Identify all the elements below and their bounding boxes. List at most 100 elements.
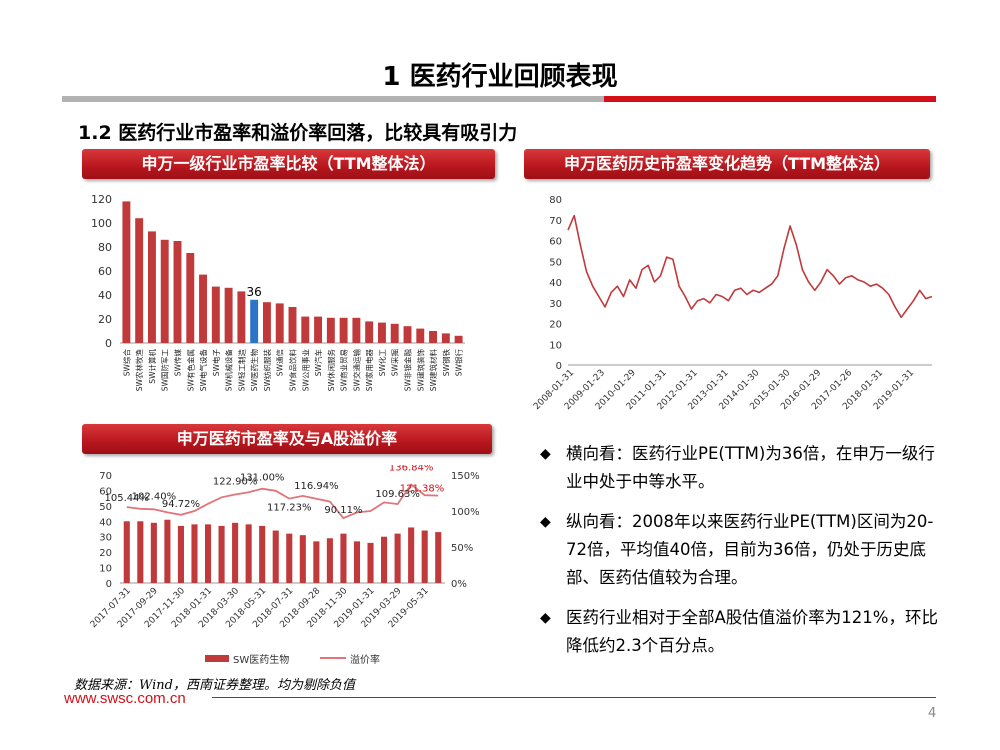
- premium-line: [126, 483, 439, 520]
- y-tick-label: 40: [549, 278, 562, 289]
- bar: [429, 331, 438, 343]
- bullet-item: ◆ 横向看：医药行业PE(TTM)为36倍，在申万一级行业中处于中等水平。: [540, 440, 940, 496]
- bar: [301, 316, 310, 343]
- legend-label: 溢价率: [350, 653, 380, 666]
- section-subtitle: 1.2 医药行业市盈率和溢价率回落，比较具有吸引力: [78, 122, 518, 144]
- bullet-item: ◆ 纵向看：2008年以来医药行业PE(TTM)区间为20-72倍，平均值40倍…: [540, 508, 940, 592]
- bullet-text: 横向看：医药行业PE(TTM)为36倍，在申万一级行业中处于中等水平。: [566, 444, 935, 491]
- x-tick-label: SW食品饮料: [288, 349, 298, 392]
- data-label: 136.84%: [389, 465, 434, 473]
- diamond-bullet-icon: ◆: [540, 446, 551, 462]
- bar: [339, 317, 348, 343]
- bar: [326, 317, 335, 343]
- bar: [326, 538, 333, 583]
- company-url[interactable]: www.swsc.com.cn: [64, 690, 186, 707]
- x-tick-label: SW医药生物: [249, 349, 259, 392]
- left-y-tick-label: 60: [99, 486, 112, 497]
- data-label: 131.00%: [240, 473, 285, 484]
- x-tick-label: SW家用电器: [364, 349, 374, 392]
- bar: [160, 239, 169, 343]
- x-tick-label: SW纺织服装: [262, 349, 272, 392]
- x-tick-label: SW休闲服务: [326, 349, 336, 392]
- bar: [340, 533, 347, 583]
- right-y-tick-label: 50%: [451, 543, 473, 554]
- data-label: 121.38%: [400, 484, 445, 495]
- bar: [313, 541, 320, 583]
- bar: [122, 201, 131, 343]
- y-tick-label: 0: [105, 337, 112, 350]
- bullet-list: ◆ 横向看：医药行业PE(TTM)为36倍，在申万一级行业中处于中等水平。 ◆ …: [540, 440, 940, 672]
- bar: [186, 253, 195, 343]
- x-tick-label: SW化工: [377, 349, 387, 377]
- data-label: 94.72%: [162, 499, 200, 510]
- y-tick-label: 120: [91, 193, 112, 206]
- historical-pe-line-chart: 010203040506070802008-01-312009-01-23201…: [532, 195, 933, 412]
- bar: [403, 326, 412, 343]
- right-y-tick-label: 150%: [451, 471, 480, 482]
- bar: [394, 533, 401, 583]
- title-divider: [62, 96, 936, 102]
- bar: [262, 302, 271, 343]
- legend-label: SW医药生物: [233, 653, 289, 666]
- y-tick-label: 20: [98, 313, 112, 326]
- bar: [353, 541, 361, 583]
- y-tick-label: 60: [549, 237, 562, 248]
- x-tick-label: SW建筑材料: [428, 349, 438, 392]
- data-label: 90.11%: [324, 505, 362, 516]
- bar: [259, 525, 266, 583]
- bar: [173, 241, 182, 343]
- bar: [204, 524, 212, 583]
- page-number: 4: [928, 706, 937, 721]
- bar: [211, 286, 220, 343]
- series-line: [567, 214, 933, 319]
- bar: [275, 303, 284, 343]
- x-tick-label: SW电子: [211, 349, 221, 377]
- bar: [272, 530, 279, 583]
- right-top-panel-title: 申万医药历史市盈率变化趋势（TTM整体法）: [524, 149, 930, 179]
- x-tick-label: SW综合: [121, 349, 131, 377]
- bar: [150, 522, 157, 583]
- x-tick-label: SW传媒: [173, 349, 183, 377]
- x-tick-label: SW商业贸易: [339, 349, 349, 391]
- y-tick-label: 70: [549, 216, 562, 227]
- footer-divider: [212, 697, 936, 698]
- bar: [435, 532, 442, 583]
- left-y-tick-label: 10: [99, 564, 112, 575]
- bar: [135, 218, 144, 343]
- left-top-panel-title: 申万一级行业市盈率比较（TTM整体法）: [82, 149, 495, 179]
- bar: [377, 322, 386, 343]
- left-y-tick-label: 70: [99, 471, 112, 482]
- left-y-tick-label: 30: [99, 533, 112, 544]
- y-tick-label: 50: [549, 257, 562, 268]
- y-tick-label: 0: [556, 361, 562, 372]
- x-tick-label: SW轻工制造: [236, 349, 246, 392]
- data-label: 105.44%: [105, 493, 150, 504]
- bar: [421, 530, 428, 583]
- bar: [441, 333, 450, 343]
- slide-title: 1 医药行业回顾表现: [382, 62, 618, 92]
- x-tick-label: SW汽车: [313, 349, 323, 377]
- x-tick-label: SW有色金属: [185, 349, 195, 391]
- bar: [365, 321, 374, 343]
- x-tick-label: SW建筑装饰: [415, 349, 425, 392]
- y-tick-label: 80: [98, 241, 112, 254]
- data-label: 116.94%: [294, 481, 339, 492]
- legend-swatch-bar: [205, 655, 229, 662]
- bar: [218, 525, 225, 583]
- bullet-text: 纵向看：2008年以来医药行业PE(TTM)区间为20-72倍，平均值40倍，目…: [566, 512, 934, 587]
- y-tick-label: 60: [98, 265, 112, 278]
- bar: [164, 519, 171, 583]
- left-bottom-panel-title: 申万医药市盈率及与A股溢价率: [82, 424, 492, 454]
- bullet-item: ◆ 医药行业相对于全部A股估值溢价率为121%，环比降低约2.3个百分点。: [540, 604, 940, 660]
- bar: [237, 291, 246, 343]
- bar: [286, 533, 293, 583]
- left-y-tick-label: 20: [99, 548, 112, 559]
- bar: [199, 274, 208, 343]
- data-label: 109.63%: [375, 489, 420, 500]
- bar: [367, 542, 374, 583]
- x-tick-label: SW非银金融: [403, 349, 413, 392]
- x-tick-label: SW农林牧渔: [134, 349, 144, 392]
- bar: [232, 522, 239, 583]
- bar: [314, 316, 323, 343]
- y-tick-label: 100: [91, 217, 112, 230]
